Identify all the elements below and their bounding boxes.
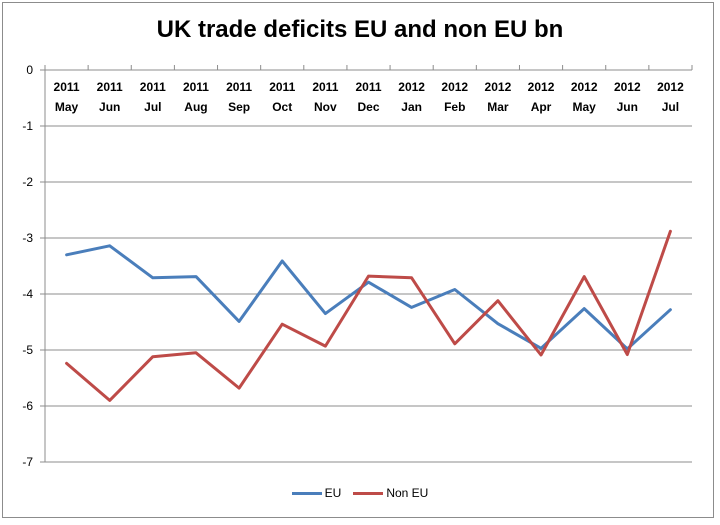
x-tick-label-year: 2012 xyxy=(571,80,598,94)
x-tick-label-month: Aug xyxy=(184,100,207,114)
x-tick-label-year: 2011 xyxy=(355,80,381,94)
x-tick-label-year: 2011 xyxy=(97,80,123,94)
y-tick-label: -6 xyxy=(22,399,33,413)
x-tick-label-month: Mar xyxy=(487,100,509,114)
x-tick-label-month: Jun xyxy=(617,100,638,114)
chart-frame xyxy=(2,2,714,518)
x-tick-label-year: 2012 xyxy=(528,80,555,94)
y-tick-label: -7 xyxy=(22,455,33,469)
y-tick-label: -5 xyxy=(22,343,33,357)
legend-label-eu: EU xyxy=(324,486,342,500)
legend-item-non-eu: Non EU xyxy=(353,486,428,500)
y-tick-label: -2 xyxy=(22,175,33,189)
y-tick-label: -4 xyxy=(22,287,33,301)
x-tick-label-month: Feb xyxy=(444,100,465,114)
series-line-non-eu xyxy=(65,229,672,402)
y-tick-label: -1 xyxy=(22,119,33,133)
x-tick-label-year: 2012 xyxy=(614,80,641,94)
y-tick-label: -3 xyxy=(22,231,33,245)
x-tick-label-month: Sep xyxy=(228,100,250,114)
chart-title: UK trade deficits EU and non EU bn xyxy=(156,16,564,43)
x-tick-label-month: Dec xyxy=(357,100,379,114)
x-tick-label-month: Oct xyxy=(272,100,292,114)
x-tick-label-year: 2011 xyxy=(54,80,80,94)
legend: EU Non EU xyxy=(0,486,720,500)
y-tick-label: 0 xyxy=(26,63,33,77)
x-tick-label-year: 2012 xyxy=(485,80,512,94)
x-tick-label-month: Jul xyxy=(662,100,679,114)
x-tick-label-year: 2011 xyxy=(183,80,209,94)
x-tick-label-month: Jan xyxy=(401,100,422,114)
x-tick-label-month: Jul xyxy=(144,100,161,114)
legend-label-non-eu: Non EU xyxy=(386,486,429,500)
x-tick-label-year: 2012 xyxy=(657,80,684,94)
x-tick-label-year: 2011 xyxy=(312,80,338,94)
x-tick-label-year: 2011 xyxy=(269,80,295,94)
x-tick-label-year: 2012 xyxy=(441,80,468,94)
legend-swatch-non-eu xyxy=(353,491,384,495)
x-tick-label-year: 2011 xyxy=(140,80,166,94)
series-line-eu xyxy=(65,244,672,351)
x-tick-label-year: 2011 xyxy=(226,80,252,94)
x-tick-label-month: Apr xyxy=(531,100,552,114)
x-tick-label-year: 2012 xyxy=(398,80,425,94)
legend-swatch-eu xyxy=(291,491,322,495)
legend-item-eu: EU xyxy=(291,486,342,500)
x-tick-label-month: Nov xyxy=(314,100,337,114)
x-tick-label-month: May xyxy=(572,100,596,114)
x-tick-label-month: May xyxy=(55,100,79,114)
x-tick-label-month: Jun xyxy=(99,100,120,114)
